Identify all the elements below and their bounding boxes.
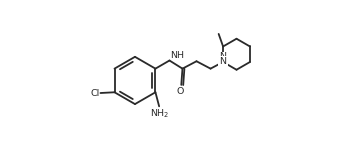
Text: NH$_2$: NH$_2$	[150, 107, 170, 120]
Text: N: N	[220, 58, 227, 66]
Text: N: N	[220, 52, 227, 61]
Text: O: O	[177, 87, 184, 96]
Text: NH: NH	[170, 51, 184, 60]
Text: Cl: Cl	[90, 89, 100, 97]
